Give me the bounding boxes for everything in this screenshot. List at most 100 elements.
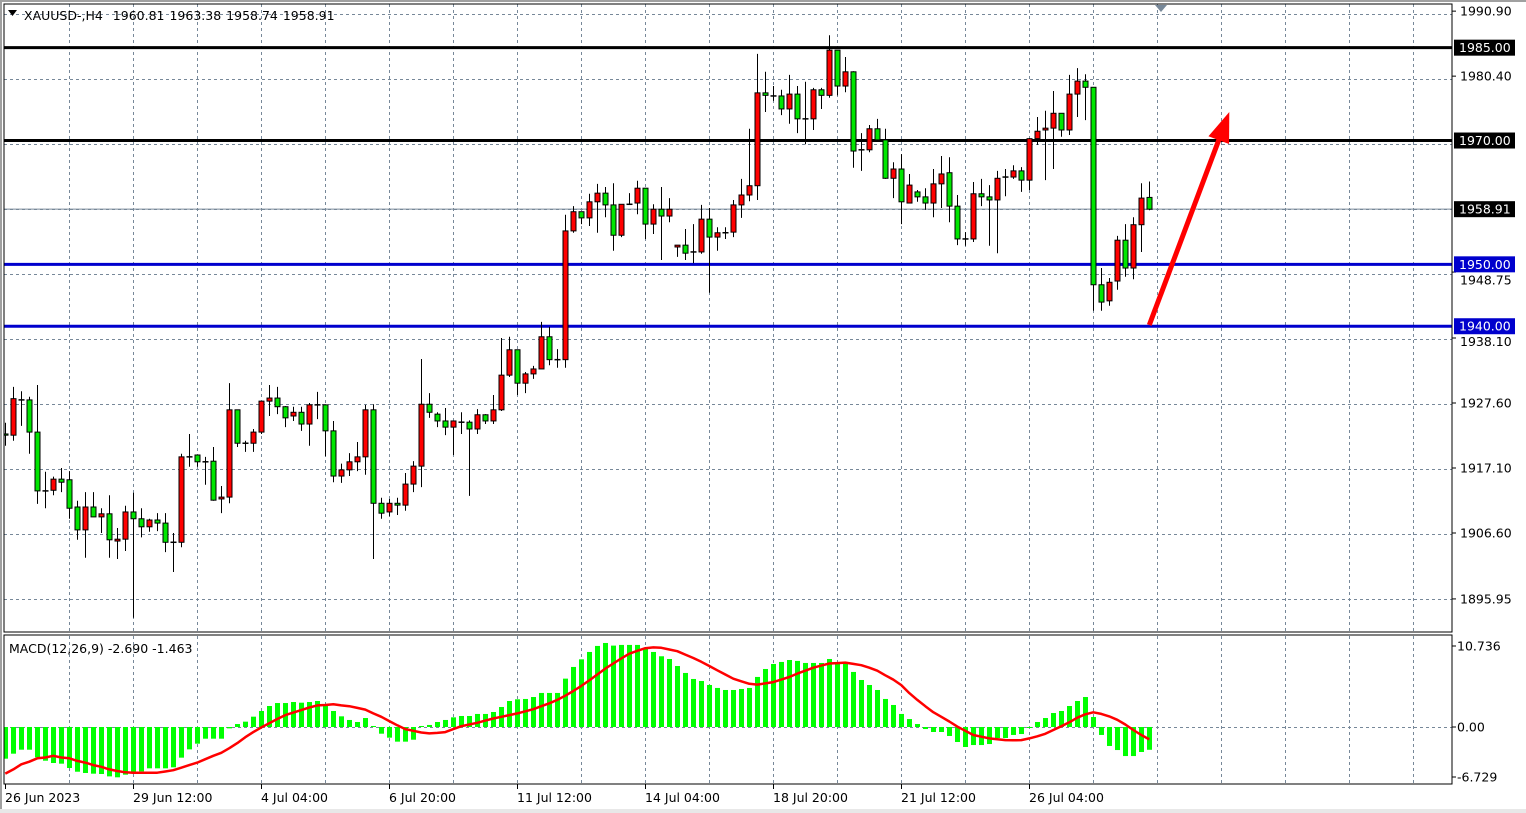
candle-body [346, 461, 353, 471]
macd-histogram-bar [595, 645, 600, 727]
macd-histogram-bar [611, 645, 616, 727]
macd-histogram-bar [411, 727, 416, 740]
trend-arrow[interactable] [1146, 112, 1230, 326]
macd-histogram-bar [227, 727, 232, 729]
macd-histogram-bar [555, 692, 560, 727]
header-open: 1960.81 [113, 8, 165, 23]
candle-body [658, 208, 665, 217]
candle-body [386, 502, 393, 513]
time-tick-label: 14 Jul 04:00 [645, 790, 720, 805]
candle-body [90, 506, 97, 518]
macd-histogram-bar [123, 727, 128, 775]
macd-histogram-bar [635, 644, 640, 727]
macd-histogram-bar [691, 678, 696, 727]
candle [594, 183, 601, 233]
candle [98, 508, 105, 533]
macd-histogram-bar [107, 727, 112, 777]
candle-body [1138, 197, 1145, 226]
candle-body [850, 71, 857, 152]
macd-histogram-bar [795, 660, 800, 727]
macd-histogram-bar [899, 713, 904, 727]
time-axis[interactable]: 26 Jun 2023 29 Jun 12:00 4 Jul 04:00 6 Jul … [5, 784, 1104, 805]
candle-body [1130, 224, 1137, 269]
candle [938, 155, 945, 208]
candle [18, 391, 25, 426]
candle [250, 428, 257, 452]
price-tick-label: 1938.10 [1460, 334, 1512, 349]
candle-body [866, 128, 873, 151]
candle-body [434, 413, 441, 422]
macd-histogram-bar [347, 719, 352, 727]
candle [962, 232, 969, 246]
candle-body [218, 496, 225, 500]
candle-body [978, 193, 985, 198]
candle [810, 87, 817, 130]
macd-histogram-bar [619, 644, 624, 727]
header-close: 1958.91 [283, 8, 335, 23]
macd-histogram-bar [1131, 727, 1136, 757]
candle-body [234, 409, 241, 444]
candle [1058, 112, 1065, 137]
candle-body [178, 456, 185, 543]
candle [610, 183, 617, 251]
macd-histogram-bar [1011, 727, 1016, 735]
macd-histogram-bar [659, 656, 664, 727]
macd-histogram-bar [379, 727, 384, 734]
macd-histogram-bar [675, 666, 680, 727]
candle-body [794, 93, 801, 120]
candle [1146, 181, 1153, 211]
candle-body [826, 49, 833, 96]
candle [522, 372, 529, 394]
macd-histogram-bar [75, 727, 80, 772]
macd-histogram-bar [195, 727, 200, 744]
candle-body [290, 411, 297, 417]
candle-body [778, 95, 785, 110]
candle-body [1090, 86, 1097, 286]
candle-body [146, 519, 153, 528]
macd-histogram-bar [835, 662, 840, 727]
macd-tick-label: 0.00 [1457, 720, 1485, 735]
price-tick-label: 1917.10 [1460, 460, 1512, 475]
candle-body [194, 454, 201, 463]
candle [538, 321, 545, 370]
candle [418, 359, 425, 488]
candle-body [362, 409, 369, 458]
candle [298, 406, 305, 431]
candle [506, 336, 513, 377]
candle [266, 385, 273, 416]
macd-histogram-bar [1107, 727, 1112, 746]
chart-shift-marker-icon[interactable] [1155, 5, 1167, 12]
macd-histogram-bar [843, 662, 848, 727]
macd-histogram-bar [851, 671, 856, 727]
candle-body [474, 414, 481, 430]
candle [1138, 183, 1145, 252]
candle [114, 528, 121, 559]
candle-body [698, 218, 705, 253]
price-tick-label: 1906.60 [1460, 525, 1512, 540]
macd-histogram-bar [67, 727, 72, 768]
candle [778, 89, 785, 116]
candle-body [618, 203, 625, 236]
macd-histogram-bar [459, 715, 464, 727]
candle-body [162, 522, 169, 543]
dropdown-triangle-icon[interactable] [8, 10, 17, 16]
candle-body [1106, 281, 1113, 302]
candle [898, 154, 905, 225]
macd-histogram-bar [771, 663, 776, 727]
macd-histogram-bar [163, 727, 168, 769]
macd-histogram-bar [203, 727, 208, 739]
candle-body [922, 196, 929, 204]
price-axis[interactable]: 1990.90 1980.40 1948.75 1938.10 1927.60 1917.… [1452, 4, 1515, 607]
candle [858, 133, 865, 171]
macd-histogram-bar [323, 705, 328, 727]
macd-histogram-bar [875, 689, 880, 727]
candle-body [450, 420, 457, 428]
candle [218, 485, 225, 514]
candle [746, 128, 753, 202]
candle [1082, 74, 1089, 121]
macd-histogram-bar [571, 666, 576, 727]
candle-body [82, 506, 89, 531]
candle-body [66, 479, 73, 509]
candle-body [642, 187, 649, 225]
